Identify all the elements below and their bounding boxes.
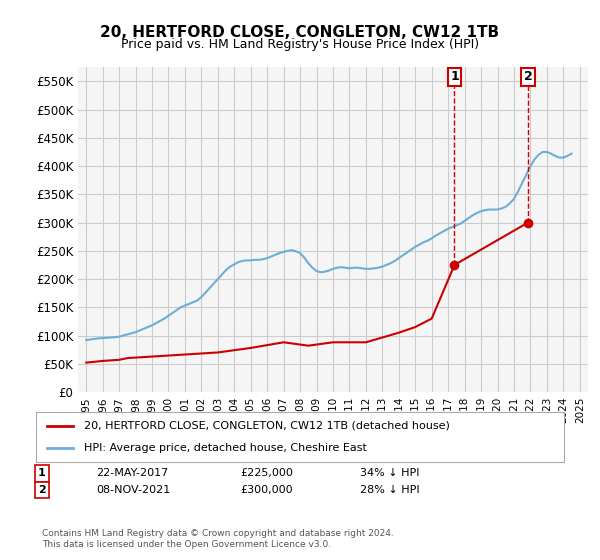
- Text: 22-MAY-2017: 22-MAY-2017: [96, 468, 168, 478]
- Text: Contains HM Land Registry data © Crown copyright and database right 2024.
This d: Contains HM Land Registry data © Crown c…: [42, 529, 394, 549]
- Text: HPI: Average price, detached house, Cheshire East: HPI: Average price, detached house, Ches…: [83, 443, 367, 453]
- Text: £225,000: £225,000: [240, 468, 293, 478]
- Text: 1: 1: [38, 468, 46, 478]
- Text: 2: 2: [524, 71, 532, 83]
- Text: 20, HERTFORD CLOSE, CONGLETON, CW12 1TB: 20, HERTFORD CLOSE, CONGLETON, CW12 1TB: [100, 25, 500, 40]
- Text: 20, HERTFORD CLOSE, CONGLETON, CW12 1TB (detached house): 20, HERTFORD CLOSE, CONGLETON, CW12 1TB …: [83, 421, 449, 431]
- Text: 28% ↓ HPI: 28% ↓ HPI: [360, 485, 419, 495]
- Text: Price paid vs. HM Land Registry's House Price Index (HPI): Price paid vs. HM Land Registry's House …: [121, 38, 479, 51]
- Text: 08-NOV-2021: 08-NOV-2021: [96, 485, 170, 495]
- Text: £300,000: £300,000: [240, 485, 293, 495]
- Text: 2: 2: [38, 485, 46, 495]
- Text: 1: 1: [450, 71, 459, 83]
- Text: 34% ↓ HPI: 34% ↓ HPI: [360, 468, 419, 478]
